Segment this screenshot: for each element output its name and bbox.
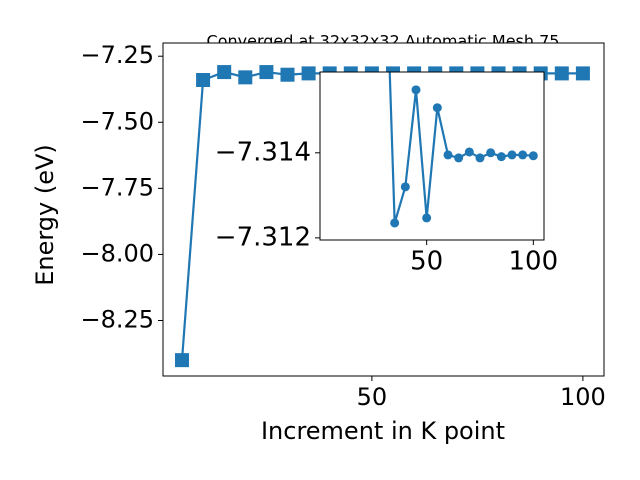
marker <box>575 66 590 81</box>
marker <box>259 65 274 80</box>
marker <box>518 150 528 160</box>
y-tick-label: −7.312 <box>215 222 311 252</box>
axes-frame <box>319 71 545 241</box>
series <box>388 72 538 228</box>
marker <box>280 67 295 82</box>
marker <box>432 103 442 113</box>
marker <box>528 151 538 161</box>
marker <box>496 152 506 162</box>
y-tick-label: −7.75 <box>80 173 154 201</box>
marker <box>301 66 316 81</box>
marker <box>217 65 232 80</box>
marker <box>400 182 410 192</box>
marker <box>196 73 211 87</box>
marker <box>486 148 496 158</box>
x-axis-label: Increment in K point <box>261 417 505 445</box>
marker <box>174 353 189 368</box>
marker <box>554 66 569 81</box>
y-tick-label: −8.00 <box>80 239 154 267</box>
axes-frame <box>162 42 605 377</box>
x-tick-label: 100 <box>560 383 606 411</box>
y-axis-label: Energy (eV) <box>31 144 59 286</box>
marker <box>507 150 517 160</box>
y-tick-label: −7.25 <box>80 41 154 69</box>
marker <box>238 70 253 85</box>
x-tick-label: 50 <box>357 383 388 411</box>
marker <box>464 147 474 157</box>
marker <box>454 153 464 163</box>
y-tick-label: −8.25 <box>80 306 154 334</box>
x-tick-label: 50 <box>410 247 443 277</box>
x-tick-label: 100 <box>509 247 559 277</box>
y-tick-label: −7.50 <box>80 107 154 135</box>
marker <box>475 153 485 163</box>
marker <box>443 150 453 160</box>
y-tick-label: −7.314 <box>215 137 311 167</box>
marker <box>422 213 432 223</box>
marker <box>390 218 400 228</box>
marker <box>411 85 421 95</box>
